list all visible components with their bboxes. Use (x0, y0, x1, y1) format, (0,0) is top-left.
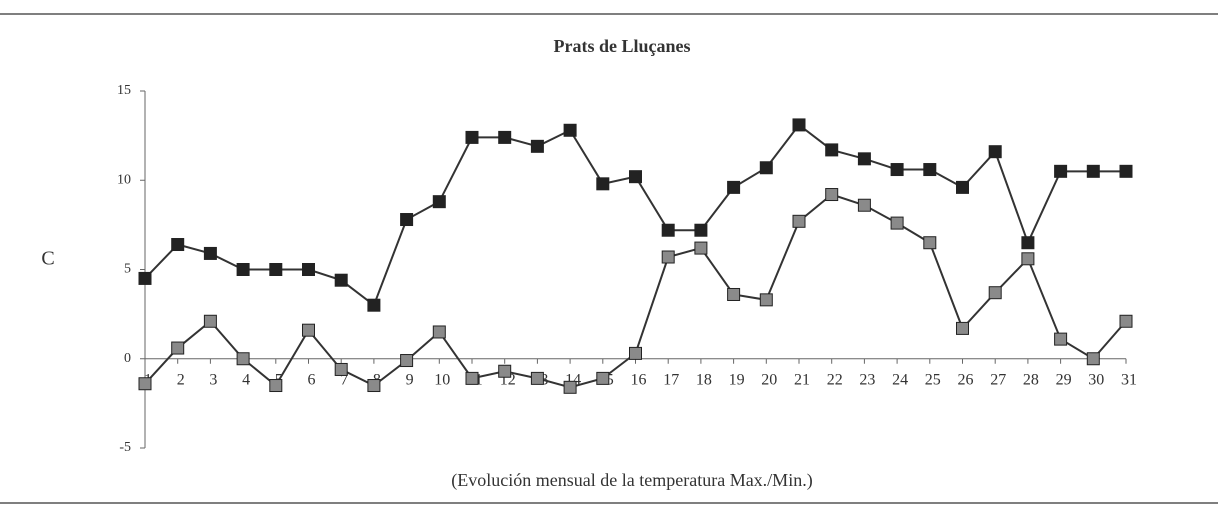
x-tick-label: 17 (663, 371, 679, 388)
x-tick-label: 7 (340, 371, 348, 388)
marker (203, 314, 217, 328)
marker (661, 223, 675, 237)
marker (988, 145, 1002, 159)
marker (334, 362, 348, 376)
x-tick-label: 31 (1121, 371, 1137, 388)
marker (432, 325, 446, 339)
x-tick-label: 27 (990, 371, 1006, 388)
x-tick-label: 24 (892, 371, 908, 388)
marker (203, 246, 217, 260)
marker (727, 180, 741, 194)
x-tick-label: 6 (308, 371, 316, 388)
marker (857, 152, 871, 166)
marker (171, 341, 185, 355)
marker (759, 293, 773, 307)
marker (1054, 332, 1068, 346)
x-tick-label: 30 (1088, 371, 1104, 388)
marker (1119, 314, 1133, 328)
marker (302, 263, 315, 276)
x-tick-label: 3 (209, 371, 217, 388)
marker (498, 130, 512, 144)
marker (138, 377, 152, 391)
marker (138, 271, 152, 285)
marker (629, 346, 642, 360)
marker (400, 354, 414, 368)
marker (890, 163, 904, 177)
y-tick-label: 15 (117, 83, 131, 98)
marker (923, 236, 937, 250)
marker (367, 298, 381, 312)
marker (171, 238, 185, 252)
marker (661, 250, 675, 264)
marker (1086, 164, 1100, 178)
x-tick-label: 20 (761, 371, 777, 388)
marker (792, 214, 806, 228)
marker (759, 161, 773, 175)
marker (432, 195, 446, 209)
marker (400, 213, 414, 227)
x-tick-label: 29 (1056, 371, 1072, 388)
x-tick-label: 22 (827, 371, 843, 388)
marker (530, 139, 544, 153)
x-tick-label: 9 (406, 371, 414, 388)
x-tick-label: 28 (1023, 371, 1039, 388)
marker (269, 379, 283, 393)
y-tick-label: 5 (124, 262, 131, 277)
marker (792, 118, 806, 132)
marker (1086, 352, 1100, 366)
y-tick-label: 0 (124, 351, 131, 366)
y-tick-label: -5 (119, 440, 131, 455)
marker (269, 263, 283, 276)
x-tick-label: 18 (696, 371, 712, 388)
marker (563, 123, 577, 137)
x-tick-label: 23 (859, 371, 875, 388)
marker (530, 371, 544, 385)
marker (465, 130, 479, 144)
chart-title: Prats de Lluçanes (554, 36, 691, 56)
marker (236, 263, 250, 276)
marker (956, 180, 969, 194)
marker (890, 216, 904, 230)
marker (367, 379, 381, 393)
marker (825, 143, 839, 157)
marker (236, 352, 250, 366)
marker (923, 163, 937, 177)
x-tick-label: 19 (729, 371, 745, 388)
x-tick-label: 4 (242, 371, 250, 388)
marker (498, 364, 512, 378)
x-tick-label: 10 (434, 371, 450, 388)
y-tick-label: 10 (117, 172, 131, 187)
x-tick-label: 25 (925, 371, 941, 388)
marker (694, 223, 708, 237)
marker (988, 286, 1002, 300)
x-tick-label: 16 (631, 371, 647, 388)
y-axis-label: C (41, 248, 54, 270)
x-tick-label: 26 (958, 371, 974, 388)
marker (956, 321, 969, 335)
marker (857, 198, 871, 212)
marker (596, 177, 610, 191)
x-tick-label: 2 (177, 371, 185, 388)
marker (1054, 164, 1068, 178)
x-tick-label: 21 (794, 371, 810, 388)
marker (563, 380, 577, 394)
marker (1021, 236, 1035, 250)
x-axis-label: (Evolución mensual de la temperatura Max… (451, 470, 812, 491)
series-line (144, 123, 1126, 307)
marker (629, 170, 642, 184)
marker (825, 188, 839, 202)
marker (302, 323, 315, 337)
marker (1021, 252, 1035, 266)
marker (694, 241, 708, 255)
marker (1119, 164, 1133, 178)
marker (727, 287, 741, 301)
marker (334, 273, 348, 287)
marker (465, 371, 479, 385)
marker (596, 371, 610, 385)
